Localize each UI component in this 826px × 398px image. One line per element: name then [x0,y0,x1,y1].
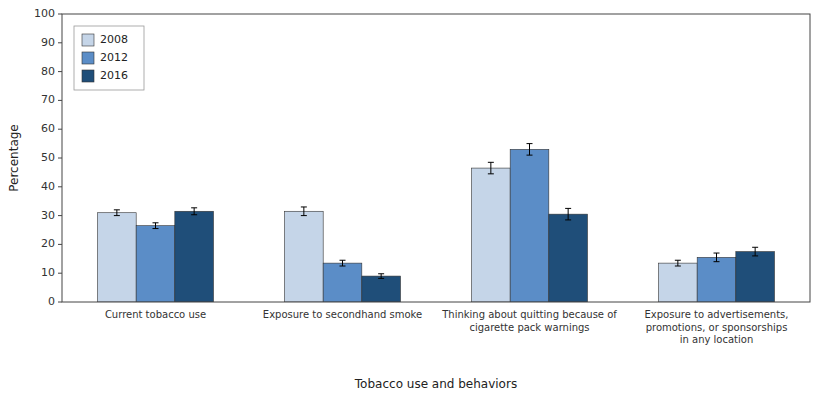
bars [98,144,775,302]
y-axis-label: Percentage [7,124,21,192]
bar [323,263,362,302]
x-tick-label-line: Thinking about quitting because of [441,309,617,320]
legend-swatch [82,52,94,64]
y-tick [58,71,62,72]
legend-label: 2012 [100,51,128,64]
y-tick-label: 20 [41,237,55,250]
y-tick [58,14,62,15]
chart: 0 10 20 30 40 50 60 70 80 90 100 Current tobacco us… [0,0,826,398]
x-tick-label: Exposure to advertisements, promotions, o… [645,309,789,345]
y-tick [58,100,62,101]
error-bar [565,208,571,220]
y-tick [58,215,62,216]
legend-label: 2008 [100,33,128,46]
x-tick-label-line: in any location [680,334,754,345]
x-tick-label-line: Exposure to secondhand smoke [263,309,422,320]
y-tick-label: 100 [34,7,55,20]
bar [472,168,511,302]
x-tick-label-line: Exposure to advertisements, [645,309,789,320]
plot-frame [62,14,810,302]
legend-label: 2016 [100,69,128,82]
error-bar [301,207,307,216]
y-tick [58,273,62,274]
bar [136,226,175,302]
error-bar [114,210,120,216]
error-bar [752,247,758,256]
bar [98,213,137,302]
bar [362,276,401,302]
error-bar [191,208,197,215]
legend-swatch [82,70,94,82]
x-tick-label-line: cigarette pack warnings [469,322,589,333]
y-tick-label: 60 [41,122,55,135]
error-bar [488,162,494,174]
y-tick-label: 40 [41,180,55,193]
y-tick [58,302,62,303]
y-tick-label: 70 [41,93,55,106]
bar [736,252,775,302]
legend: 2008 2012 2016 [74,26,144,90]
bar [285,211,324,302]
y-tick-label: 90 [41,36,55,49]
y-tick [58,158,62,159]
error-bar [527,144,533,156]
legend-swatch [82,34,94,46]
error-bar [153,223,159,229]
x-tick-label: Current tobacco use [105,309,206,320]
y-tick-label: 0 [48,295,55,308]
legend-box [74,26,144,90]
bar [175,211,214,302]
error-bar [675,260,681,266]
y-tick [58,42,62,43]
bar [510,149,549,302]
bar [697,257,736,302]
x-tick-label-line: Current tobacco use [105,309,206,320]
bar [549,214,588,302]
x-tick-label: Thinking about quitting because of cigare… [441,309,617,333]
y-tick [58,129,62,130]
x-tick-label: Exposure to secondhand smoke [263,309,422,320]
y-tick-label: 30 [41,209,55,222]
y-tick-label: 80 [41,65,55,78]
x-tick-label-line: promotions, or sponsorships [646,322,788,333]
y-tick [58,244,62,245]
y-tick-label: 50 [41,151,55,164]
error-bar [340,260,346,266]
y-tick-label: 10 [41,266,55,279]
bar [659,263,698,302]
y-tick [58,186,62,187]
error-bar [714,253,720,262]
error-bar [378,274,384,279]
x-axis-label: Tobacco use and behaviors [354,377,517,391]
